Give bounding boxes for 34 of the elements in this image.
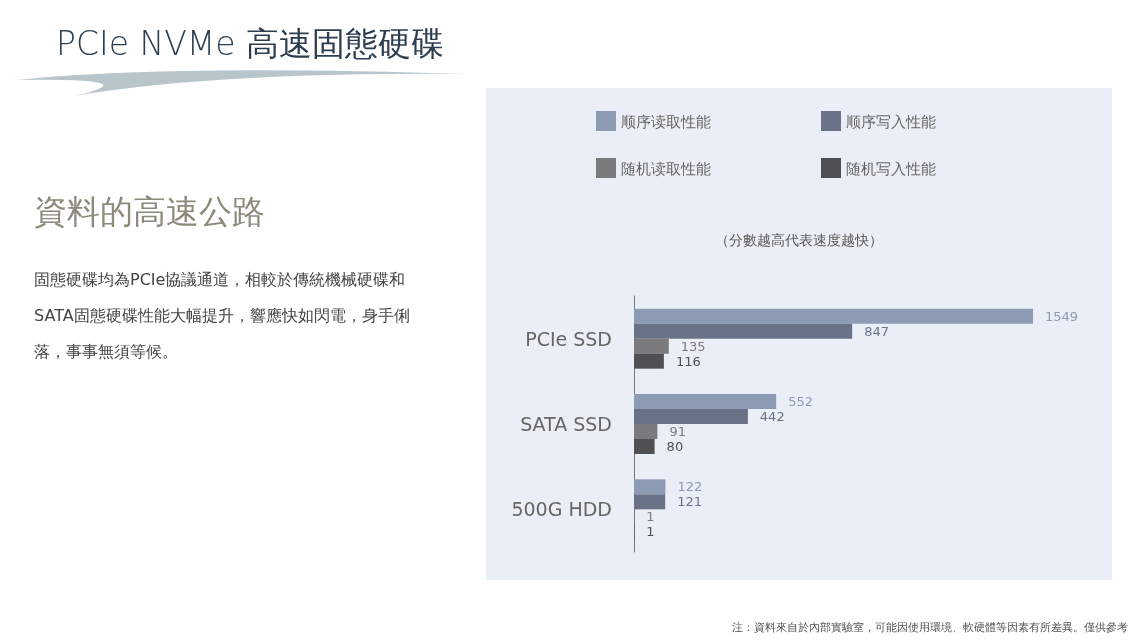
legend-label: 顺序写入性能 (846, 112, 936, 130)
bar (634, 479, 666, 495)
data-label: 1 (646, 509, 655, 525)
data-label: 1549 (1045, 308, 1079, 324)
text: （分數越高代表速度越快） (714, 232, 884, 250)
data-label: 91 (669, 424, 686, 439)
bar (634, 323, 853, 339)
y-tick-label: SATA SSD (520, 413, 612, 435)
y-tick-label: 500G HDD (511, 498, 612, 521)
bar (634, 494, 666, 510)
legend-label: 随机读取性能 (621, 159, 711, 177)
data-label: 116 (675, 353, 701, 369)
data-label: 847 (864, 323, 889, 339)
data-label: 80 (666, 439, 684, 454)
text: 固態硬碟均為PCIe協議通道，相較於傳統機械硬碟和SATA固態硬碟性能大幅提升，響應快如閃電，身手俐落，事事無須等候。 (34, 269, 411, 363)
text: PCIe NVMe 高速固態硬碟 (56, 23, 444, 65)
text: 注：資料來自於內部實驗室，可能因使用環境、軟硬體等因素有所差異。僅供參考 (732, 620, 1128, 635)
bar (634, 338, 669, 354)
legend-label: 顺序读取性能 (621, 112, 711, 130)
bar (634, 409, 748, 424)
bar (634, 394, 777, 409)
y-tick-label: PCIe SSD (525, 327, 612, 350)
bar (634, 308, 1033, 324)
data-label: 121 (677, 494, 702, 510)
text: 資料的高速公路 (34, 191, 265, 233)
bar (634, 353, 664, 369)
bar (634, 439, 655, 454)
legend-label: 随机写入性能 (846, 159, 936, 177)
data-label: 442 (759, 409, 785, 424)
data-label: 552 (788, 394, 814, 409)
data-label: 122 (677, 479, 703, 495)
bar (634, 424, 658, 439)
data-label: 1 (646, 524, 655, 540)
data-label: 135 (680, 338, 706, 354)
